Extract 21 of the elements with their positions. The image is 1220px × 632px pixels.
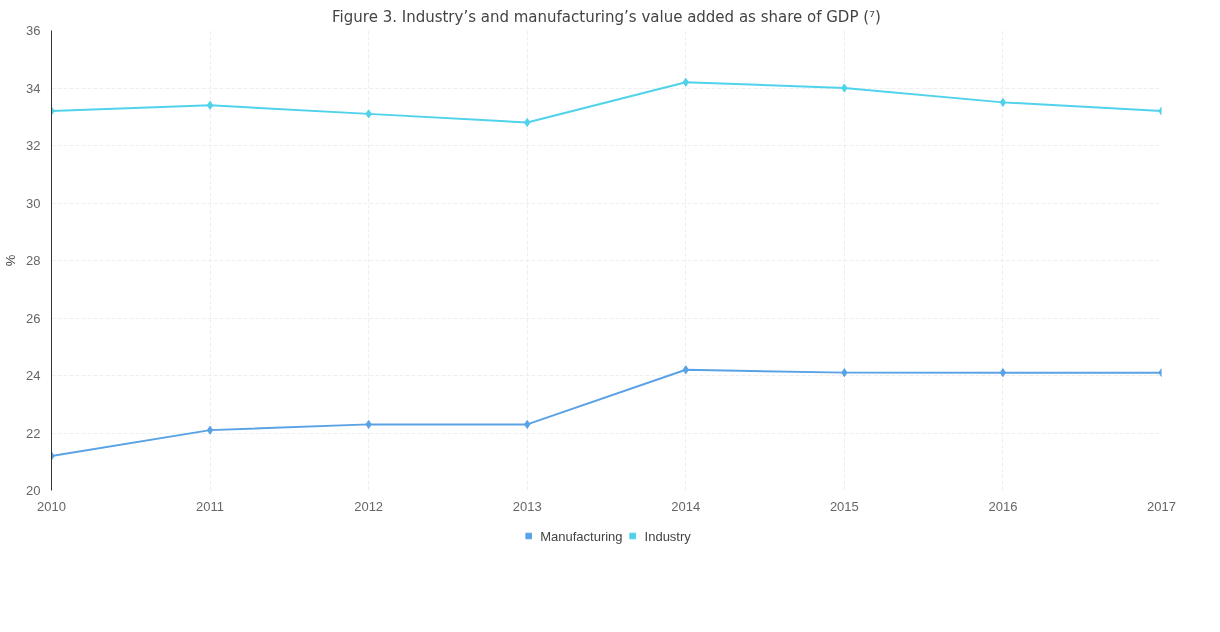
y-tick-label: 20 <box>26 483 41 498</box>
y-tick-label: 32 <box>26 138 41 153</box>
x-tick-label: 2013 <box>512 498 542 514</box>
y-tick-label: 28 <box>26 253 41 268</box>
x-tick-label: 2014 <box>671 498 701 514</box>
x-tick-label: 2016 <box>988 498 1018 514</box>
legend-label: Industry <box>644 528 691 543</box>
y-axis-title: % <box>3 254 19 267</box>
legend-label: Manufacturing <box>540 528 623 543</box>
y-tick-label: 34 <box>26 80 41 96</box>
y-tick-label: 36 <box>26 23 41 38</box>
x-tick-label: 2017 <box>1147 498 1176 514</box>
y-tick-label: 24 <box>26 368 41 383</box>
y-tick-label: 30 <box>26 195 41 211</box>
x-tick-label: 2011 <box>196 498 225 514</box>
x-tick-label: 2012 <box>354 498 384 514</box>
y-tick-label: 26 <box>26 310 41 326</box>
chart-title: Figure 3. Industry’s and manufacturing’s value added as share of GDP (⁷) <box>332 7 881 26</box>
x-tick-label: 2010 <box>37 498 66 514</box>
x-tick-label: 2015 <box>829 498 859 514</box>
y-tick-label: 22 <box>26 425 41 441</box>
